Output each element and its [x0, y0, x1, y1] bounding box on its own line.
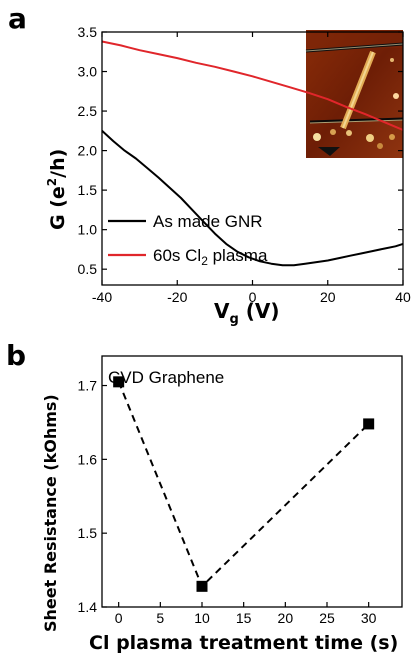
panel-a-label: a — [8, 2, 27, 35]
afm-inset-image — [305, 30, 404, 158]
x-tick-label: -20 — [167, 289, 187, 305]
panel-b-plot-area — [113, 376, 375, 592]
x-tick-label: 5 — [156, 610, 164, 626]
y-tick-label: 3.5 — [78, 24, 98, 40]
legend-label-as-made: As made GNR — [153, 212, 263, 231]
y-tick-label: 1.0 — [78, 222, 98, 238]
panel-a-xlabel: Vg (V) — [214, 299, 280, 327]
x-tick-label: 25 — [319, 610, 335, 626]
panel-b-ylabel: Sheet Resistance (kOhms) — [41, 394, 60, 632]
panel-b-ticks: 0 5 10 15 20 25 30 1.4 1.5 1.6 1.7 — [78, 378, 377, 626]
panel-a: a -40 -20 0 20 40 0.5 1.0 1.5 2.0 2.5 3.0 3.5 — [8, 2, 411, 327]
x-tick-label: 20 — [320, 289, 336, 305]
x-tick-label: 15 — [236, 610, 252, 626]
x-tick-label: 0 — [115, 610, 123, 626]
y-tick-label: 1.5 — [78, 525, 98, 541]
panel-b-axes-frame — [101, 355, 403, 608]
panel-a-plot-area — [101, 40, 404, 267]
x-tick-label: -40 — [92, 289, 112, 305]
data-point-square — [196, 580, 208, 592]
y-tick-label: 1.4 — [78, 599, 98, 615]
x-tick-label: 40 — [395, 289, 411, 305]
series-as-made-gnr-line — [101, 130, 404, 267]
x-tick-label: 0 — [249, 289, 257, 305]
x-tick-label: 10 — [194, 610, 210, 626]
data-point-square — [363, 418, 375, 430]
y-tick-label: 2.0 — [78, 143, 98, 159]
legend-label-cl2: 60s Cl2 plasma — [153, 246, 268, 268]
x-tick-label: 30 — [361, 610, 377, 626]
panel-b-annotation: CVD Graphene — [108, 368, 224, 387]
y-tick-label: 1.5 — [78, 182, 98, 198]
y-tick-label: 3.0 — [78, 64, 98, 80]
panel-a-ticks: -40 -20 0 20 40 0.5 1.0 1.5 2.0 2.5 3.0 3.5 — [78, 24, 411, 305]
panel-b-label: b — [6, 339, 26, 372]
y-tick-label: 2.5 — [78, 103, 98, 119]
sheet-resistance-dashed-line — [117, 381, 370, 589]
panel-a-ylabel: G (e2/h) — [45, 149, 69, 230]
y-tick-label: 1.7 — [78, 378, 98, 394]
series-cl2-plasma-line — [101, 40, 404, 131]
y-tick-label: 0.5 — [78, 261, 98, 277]
panel-a-legend: As made GNR 60s Cl2 plasma — [108, 212, 268, 268]
data-point-square — [113, 376, 125, 388]
panel-b: b CVD Graphene 0 5 10 15 20 25 301.41.51.61.7 … — [6, 339, 403, 654]
x-tick-label: 20 — [278, 610, 294, 626]
y-tick-label: 1.6 — [78, 451, 98, 467]
panel-b-xlabel: Cl plasma treatment time (s) — [89, 632, 398, 654]
